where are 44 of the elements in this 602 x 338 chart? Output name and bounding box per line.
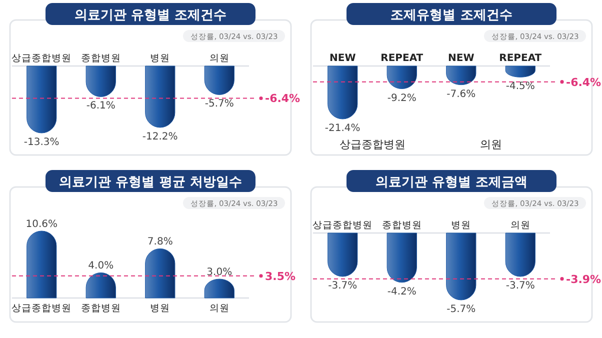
ref-line-label: -6.4% <box>566 76 602 89</box>
x-tick-label: 병원 <box>451 220 472 231</box>
ref-line-label: -6.4% <box>265 92 300 106</box>
chart-title: 의료기관 유형별 평균 처방일수 <box>59 175 242 190</box>
x-tick-label: 의원 <box>209 53 230 64</box>
x-tick-label: NEW <box>330 53 356 64</box>
data-label: 3.0% <box>206 267 232 278</box>
text: 의원 <box>480 138 502 151</box>
data-label: -3.7% <box>506 280 535 292</box>
data-label: -4.2% <box>387 286 416 298</box>
x-tick-label: 종합병원 <box>80 303 121 314</box>
chart-title: 의료기관 유형별 조제건수 <box>74 8 227 23</box>
data-label: 10.6% <box>26 219 58 230</box>
x-tick-label: 상급종합병원 <box>12 53 72 64</box>
x-tick-label: 종합병원 <box>382 220 422 231</box>
data-label: 4.0% <box>88 260 114 272</box>
data-label: -6.1% <box>86 100 116 112</box>
x-tick-label: 종합병원 <box>80 53 121 64</box>
x-tick-label: REPEAT <box>499 53 542 64</box>
data-label: -13.3% <box>24 137 60 148</box>
data-label: -5.7% <box>446 304 476 315</box>
bar <box>26 230 57 298</box>
data-label: -3.7% <box>328 280 358 292</box>
x-tick-label: NEW <box>448 53 474 64</box>
ref-line-label: 3.5% <box>265 270 296 283</box>
chart-title: 의료기관 유형별 조제금액 <box>375 175 528 190</box>
data-label: 7.8% <box>147 236 173 248</box>
x-tick-label: 의원 <box>209 303 230 314</box>
x-tick-label: 상급종합병원 <box>12 303 72 314</box>
text: 상급종합병원 <box>339 138 406 151</box>
data-label: -5.7% <box>204 98 234 110</box>
chart-title: 조제유형별 조제건수 <box>390 8 512 23</box>
data-label: -21.4% <box>324 123 360 134</box>
data-label: -12.2% <box>142 131 178 142</box>
data-label: -7.6% <box>446 88 476 100</box>
bar <box>145 248 176 298</box>
x-tick-label: REPEAT <box>380 53 424 64</box>
data-label: -9.2% <box>387 92 416 104</box>
ref-line-label: -3.9% <box>566 272 602 286</box>
data-label: -4.5% <box>506 81 535 92</box>
x-tick-label: 상급종합병원 <box>312 220 373 231</box>
x-tick-label: 병원 <box>150 53 170 64</box>
x-tick-label: 병원 <box>150 303 170 314</box>
x-tick-label: 의원 <box>510 220 530 231</box>
